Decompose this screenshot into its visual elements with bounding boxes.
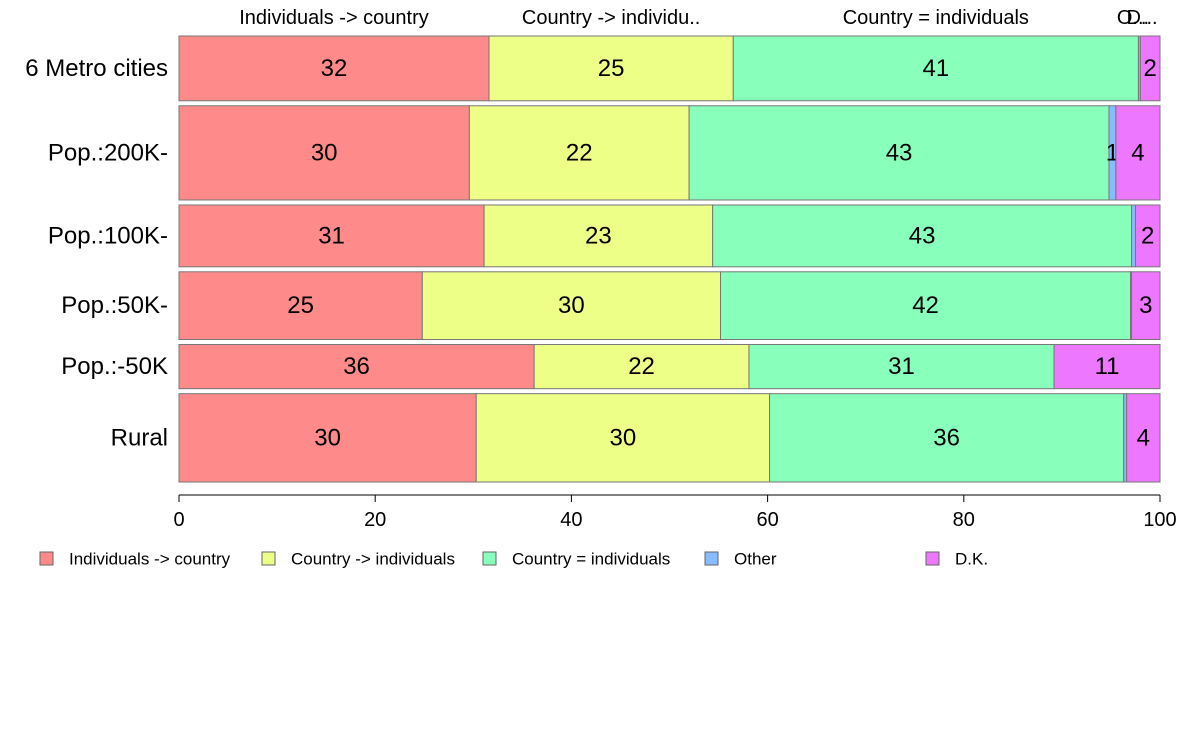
x-tick-label: 40 [560, 509, 582, 531]
data-label: 30 [558, 292, 585, 319]
legend-swatch [261, 551, 276, 566]
legend-swatch [39, 551, 54, 566]
top-category-label: Individuals -> country [239, 7, 429, 29]
bar-segment [1134, 204, 1161, 268]
data-label: 2 [1141, 222, 1154, 249]
x-tick-label: 0 [173, 509, 184, 531]
data-label: 4 [1137, 424, 1150, 451]
bar-segment [1126, 393, 1161, 483]
bar-row: 30 22 43 1 4 [178, 105, 1161, 201]
data-label: 43 [886, 139, 913, 166]
bar-segment [178, 344, 535, 390]
bar-segment [475, 393, 771, 483]
data-label: 4 [1131, 139, 1144, 166]
data-label: 36 [343, 353, 370, 380]
bar-segment [769, 393, 1125, 483]
legend-label: D.K. [955, 550, 988, 569]
data-label: 30 [314, 424, 341, 451]
y-tick-label: Pop.:50K- [61, 292, 168, 319]
x-tick-label: 80 [953, 509, 975, 531]
data-label: 41 [922, 55, 949, 82]
data-label: 25 [598, 55, 625, 82]
legend-label: Country -> individuals [291, 550, 455, 569]
bar-segment [1115, 105, 1161, 201]
bar-segment [488, 35, 734, 102]
x-axis: 0 20 40 60 80 100 [173, 494, 1177, 531]
bar-row: 36 22 31 11 [178, 344, 1161, 390]
bar-segment [178, 271, 423, 341]
bar-segment [1053, 344, 1161, 390]
data-label: 30 [311, 139, 338, 166]
data-label: 31 [888, 353, 915, 380]
bar-segment [712, 204, 1133, 268]
data-label: 23 [585, 222, 612, 249]
y-tick-label: Rural [111, 424, 168, 451]
top-category-labels: Individuals -> country Country -> individ… [239, 7, 1157, 29]
bar-row: 31 23 43 2 [178, 204, 1161, 268]
bar-segment [468, 105, 690, 201]
data-label: 36 [933, 424, 960, 451]
bar-segment [178, 393, 477, 483]
data-label: 25 [287, 292, 314, 319]
legend-label: Country = individuals [512, 550, 670, 569]
bar-row: 32 25 41 2 [178, 35, 1161, 102]
legend-swatch [482, 551, 497, 566]
data-label: 11 [1095, 353, 1120, 380]
legend-item: Country = individuals [482, 550, 670, 569]
data-label: 30 [610, 424, 637, 451]
y-tick-label: Pop.:-50K [61, 353, 168, 380]
legend-item: Other [704, 550, 777, 569]
legend-item: D.K. [925, 550, 988, 569]
legend-swatch [704, 551, 719, 566]
bar-segment [1131, 271, 1161, 341]
bar-segment [421, 271, 722, 341]
data-label: 31 [318, 222, 345, 249]
legend-label: Other [734, 550, 777, 569]
legend-item: Country -> individuals [261, 550, 455, 569]
data-label: 32 [321, 55, 348, 82]
bar-segment [178, 204, 485, 268]
y-tick-label: Pop.:200K- [48, 139, 168, 166]
top-category-label: D... [1126, 7, 1157, 29]
legend-label: Individuals -> country [69, 550, 231, 569]
data-label: 22 [566, 139, 593, 166]
bar-segment [1139, 35, 1161, 102]
x-tick-label: 100 [1143, 509, 1176, 531]
bar-segment [720, 271, 1132, 341]
top-category-label: Country -> individu.. [522, 7, 700, 29]
y-tick-label: 6 Metro cities [25, 55, 168, 82]
bar-segment [748, 344, 1055, 390]
data-label: 22 [628, 353, 655, 380]
bar-segment [688, 105, 1110, 201]
y-axis-labels: 6 Metro cities Pop.:200K- Pop.:100K- Pop.:5… [25, 55, 168, 451]
legend-swatch [925, 551, 940, 566]
y-tick-label: Pop.:100K- [48, 222, 168, 249]
bar-row: 25 30 42 3 [178, 271, 1161, 341]
legend-item: Individuals -> country [39, 550, 231, 569]
legend: Individuals -> country Country -> individ… [39, 550, 988, 569]
bar-segment [1131, 204, 1136, 268]
data-label: 43 [909, 222, 936, 249]
top-category-label: O... [1117, 7, 1149, 29]
bar-row: 30 30 36 4 [178, 393, 1161, 483]
data-label: 3 [1139, 292, 1152, 319]
x-tick-label: 20 [364, 509, 386, 531]
x-tick-label: 60 [756, 509, 778, 531]
data-label: 42 [912, 292, 939, 319]
data-label: 2 [1144, 55, 1157, 82]
top-category-label: Country = individuals [843, 7, 1029, 29]
bar-segment [483, 204, 714, 268]
